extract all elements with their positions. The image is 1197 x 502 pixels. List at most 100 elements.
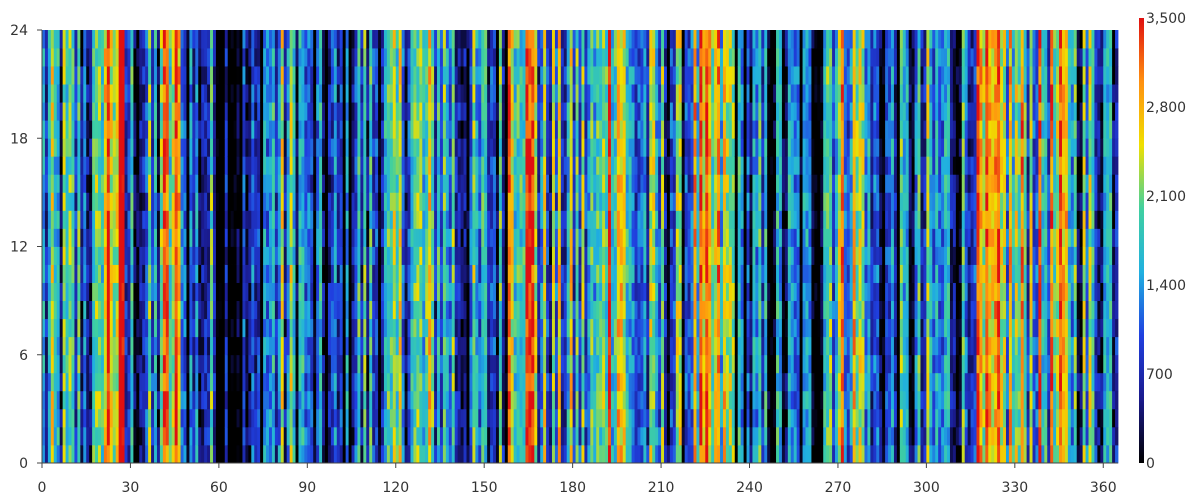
heatmap-cell [649,318,653,338]
heatmap-cell [357,444,361,464]
heatmap-cell [204,120,208,139]
heatmap-cell [177,120,181,139]
heatmap-cell [218,336,223,356]
heatmap-cell [204,354,208,374]
heatmap-cell [578,426,582,446]
heatmap-cell [89,372,93,392]
heatmap-cell [590,444,594,464]
heatmap-cell [569,282,574,302]
heatmap-cell [605,426,609,446]
heatmap-cell [342,192,347,211]
heatmap-cell [100,66,105,85]
heatmap-cell [283,300,288,320]
heatmap-cell [581,210,585,229]
heatmap-cell [481,408,485,428]
heatmap-cell [628,426,632,446]
heatmap-cell [528,120,532,139]
heatmap-cell [298,210,302,229]
heatmap-cell [142,318,146,338]
heatmap-cell [44,192,49,211]
heatmap-cell [392,336,397,356]
heatmap-cell [336,102,341,121]
heatmap-cell [139,426,143,446]
heatmap-cell [437,444,441,464]
heatmap-cell [534,228,538,247]
heatmap-cell [383,84,388,103]
heatmap-cell [460,282,464,302]
heatmap-cell [434,192,438,211]
heatmap-cell [230,66,235,85]
heatmap-cell [210,156,214,175]
heatmap-cell [168,120,173,139]
heatmap-cell [525,138,529,157]
heatmap-cell [622,264,627,283]
heatmap-cell [652,30,656,49]
heatmap-cell [513,138,518,157]
heatmap-cell [605,444,609,464]
heatmap-cell [251,156,255,175]
heatmap-cell [410,282,414,302]
heatmap-cell [634,156,638,175]
heatmap-cell [325,318,329,338]
heatmap-cell [354,48,358,67]
heatmap-cell [195,390,199,410]
heatmap-cell [292,192,296,211]
heatmap-cell [139,444,143,464]
heatmap-cell [268,138,273,157]
heatmap-cell [112,300,117,320]
heatmap-cell [186,156,190,175]
heatmap-cell [410,48,414,67]
heatmap-cell [210,66,214,85]
heatmap-cell [192,102,196,121]
heatmap-cell [628,336,632,356]
heatmap-cell [448,120,453,139]
heatmap-cell [434,390,438,410]
heatmap-cell [254,372,258,392]
heatmap-cell [543,156,547,175]
heatmap-cell [327,228,332,247]
heatmap-cell [416,246,420,265]
heatmap-cell [186,138,190,157]
heatmap-cell [177,228,181,247]
heatmap-cell [596,102,600,121]
heatmap-cell [80,48,84,67]
heatmap-cell [454,138,459,157]
heatmap-cell [383,264,388,283]
heatmap-cell [210,300,214,320]
heatmap-cell [333,426,338,446]
heatmap-cell [431,264,435,283]
heatmap-cell [628,318,632,338]
heatmap-cell [363,192,367,211]
heatmap-cell [242,300,246,320]
heatmap-cell [280,426,285,446]
heatmap-cell [325,30,329,49]
heatmap-cell [649,444,653,464]
heatmap-cell [431,120,435,139]
heatmap-cell [260,66,264,85]
heatmap-cell [425,390,429,410]
heatmap-cell [413,48,417,67]
heatmap-cell [210,84,214,103]
heatmap-cell [392,372,397,392]
heatmap-cell [528,444,532,464]
heatmap-cell [466,246,470,265]
heatmap-cell [643,444,647,464]
heatmap-cell [593,138,597,157]
heatmap-cell [342,354,347,374]
heatmap-cell [148,66,152,85]
heatmap-cell [608,426,612,446]
heatmap-cell [525,192,529,211]
heatmap-cell [298,138,302,157]
heatmap-cell [268,30,273,49]
heatmap-cell [448,174,453,193]
heatmap-cell [277,66,282,85]
heatmap-cell [53,174,58,193]
heatmap-cell [549,372,553,392]
heatmap-cell [490,48,494,67]
heatmap-cell [283,102,288,121]
heatmap-cell [348,84,352,103]
heatmap-cell [310,30,314,49]
heatmap-cell [357,102,361,121]
heatmap-cell [236,48,240,67]
heatmap-cell [590,246,594,265]
